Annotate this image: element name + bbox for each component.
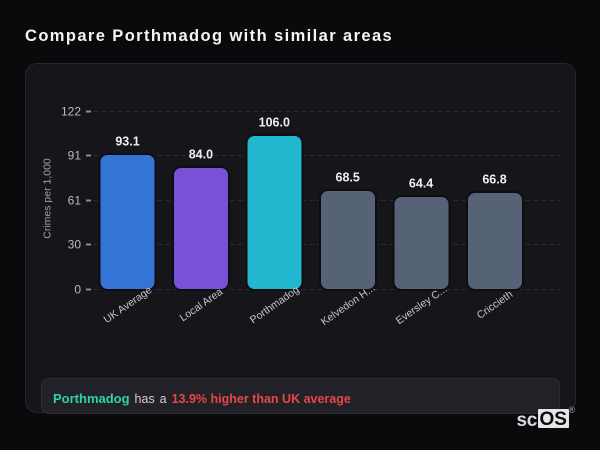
svg-text:Criccieth: Criccieth (475, 288, 515, 321)
svg-text:93.1: 93.1 (115, 135, 139, 149)
svg-text:84.0: 84.0 (189, 148, 213, 162)
svg-text:0: 0 (74, 283, 81, 297)
svg-text:61: 61 (68, 194, 82, 208)
svg-text:66.8: 66.8 (482, 173, 506, 187)
svg-text:Local Area: Local Area (178, 286, 226, 324)
svg-text:106.0: 106.0 (259, 116, 290, 130)
svg-text:122: 122 (61, 105, 81, 119)
svg-text:91: 91 (68, 149, 82, 163)
svg-text:64.4: 64.4 (409, 177, 433, 191)
svg-text:Crimes per 1,000: Crimes per 1,000 (42, 158, 54, 239)
svg-text:30: 30 (68, 238, 82, 252)
svg-text:68.5: 68.5 (336, 171, 360, 185)
